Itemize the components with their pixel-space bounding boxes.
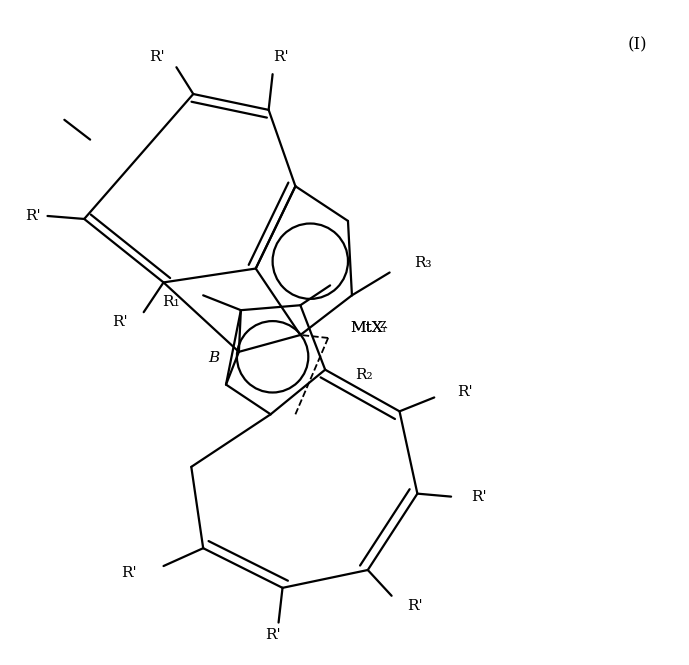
Text: R': R'	[265, 628, 280, 642]
Text: z: z	[380, 318, 387, 331]
Text: R': R'	[149, 51, 165, 65]
Text: R₁: R₁	[162, 295, 179, 309]
Text: R': R'	[121, 566, 136, 580]
Text: MtX: MtX	[350, 321, 382, 335]
Text: MtXᵣ: MtXᵣ	[350, 321, 388, 335]
Text: (I): (I)	[628, 36, 648, 53]
Text: B: B	[208, 350, 219, 365]
Text: R': R'	[25, 209, 41, 223]
Text: R': R'	[112, 315, 127, 329]
Text: R': R'	[457, 384, 473, 398]
Text: R': R'	[273, 51, 289, 65]
Text: R₃: R₃	[414, 255, 432, 269]
Text: R': R'	[471, 489, 486, 503]
Text: R': R'	[407, 598, 423, 612]
Text: R₂: R₂	[355, 368, 373, 382]
